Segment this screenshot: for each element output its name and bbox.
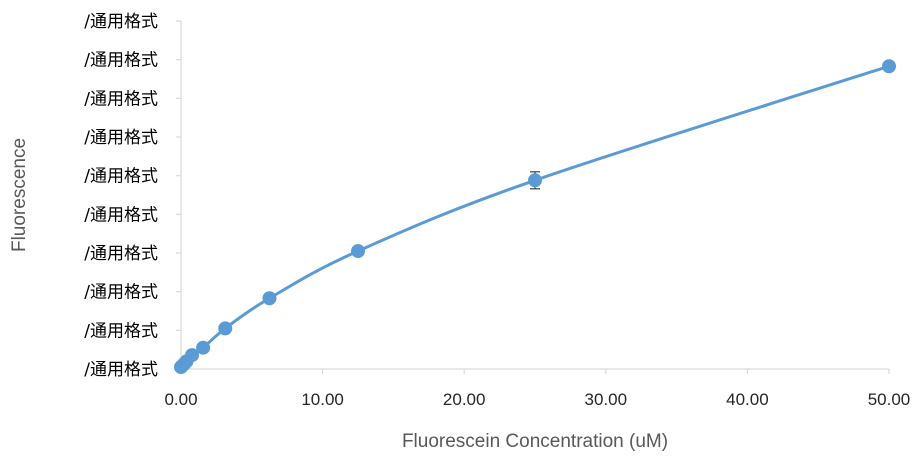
x-tick-label: 30.00: [585, 390, 628, 409]
x-axis-title: Fluorescein Concentration (uM): [402, 431, 668, 452]
series-line: [179, 64, 891, 369]
y-axis-title: Fluorescence: [9, 138, 30, 252]
y-tick-label: /通用格式: [84, 89, 158, 109]
x-tick-label: 50.00: [868, 390, 911, 409]
y-axis: /通用格式/通用格式/通用格式/通用格式/通用格式/通用格式/通用格式/通用格式…: [84, 12, 182, 380]
x-tick-label: 20.00: [443, 390, 486, 409]
x-tick-label: 40.00: [726, 390, 769, 409]
data-point: [882, 59, 896, 74]
data-point: [218, 321, 233, 336]
y-tick-label: /通用格式: [84, 12, 158, 32]
series: [174, 59, 896, 375]
y-tick-label: /通用格式: [84, 283, 158, 303]
y-tick-label: /通用格式: [84, 128, 158, 148]
y-tick-label: /通用格式: [84, 51, 158, 71]
x-tick-label: 0.00: [164, 390, 197, 409]
data-point: [528, 173, 542, 188]
data-point: [262, 291, 277, 306]
y-tick-label: /通用格式: [84, 244, 158, 264]
data-point: [196, 340, 211, 355]
data-point: [351, 244, 365, 259]
x-tick-label: 10.00: [301, 390, 344, 409]
data-point: [185, 348, 200, 363]
y-tick-label: /通用格式: [84, 321, 158, 341]
y-tick-label: /通用格式: [84, 167, 158, 187]
y-tick-label: /通用格式: [84, 360, 158, 380]
x-axis: 0.00 10.00 20.00 30.00 40.00 50.00: [164, 368, 911, 409]
y-tick-label: /通用格式: [84, 205, 158, 225]
